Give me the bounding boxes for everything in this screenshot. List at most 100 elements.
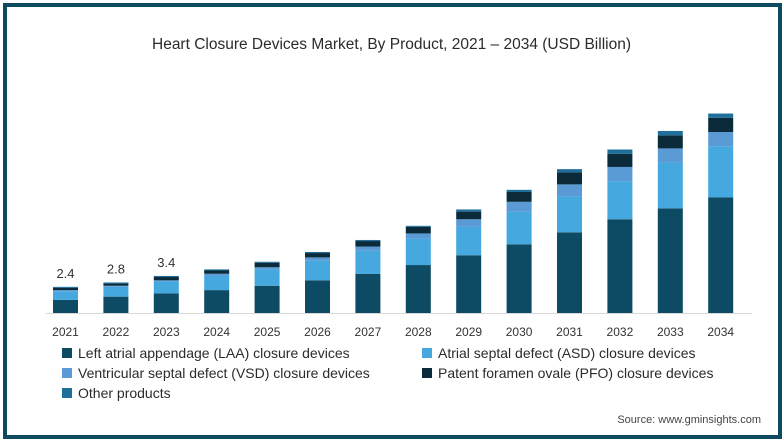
x-ticks-group: 2021 2022 2023 2024 2025 2026 2027 2028 2029 2030…	[52, 325, 734, 339]
bar-segment-atrial-septal-defect-closure-devices-2024	[204, 275, 230, 291]
bar-segment-other-products-2024	[204, 269, 230, 271]
bar-segment-atrial-septal-defect-closure-devices-2025	[254, 269, 280, 286]
data-label: 2.8	[107, 261, 125, 276]
bar-segment-ventricular-septal-defect-closure-devices-2025	[254, 267, 280, 270]
bar-segment-ventricular-septal-defect-closure-devices-2030	[506, 201, 532, 212]
bar-segment-other-products-2026	[305, 251, 330, 254]
bar-segment-ventricular-septal-defect-closure-devices-2027	[355, 246, 381, 251]
legend-item-vsd: Ventricular septal defect (VSD) closure …	[62, 365, 370, 381]
chart-frame	[3, 3, 782, 439]
bar-segment-ventricular-septal-defect-closure-devices-2028	[405, 233, 431, 239]
bar-segment-atrial-septal-defect-closure-devices-2034	[708, 146, 734, 198]
bar-segment-left-atrial-appendage-closure-devices-2029	[456, 255, 482, 313]
source-note: Source: www.gminsights.com	[617, 414, 761, 426]
bar-segment-other-products-2023	[153, 275, 179, 278]
bar-segment-ventricular-septal-defect-closure-devices-2029	[456, 219, 482, 227]
data-labels-group: 2.4 2.8 3.4	[56, 255, 175, 281]
bar-segment-patent-foramen-ovale-closure-devices-2033	[657, 135, 683, 149]
x-tick-label: 2026	[304, 325, 331, 339]
bar-segment-other-products-2034	[708, 113, 734, 118]
x-tick-label: 2024	[203, 325, 230, 339]
bar-segment-other-products-2021	[53, 286, 78, 288]
legend-item-other: Other products	[62, 385, 171, 401]
bar-segment-other-products-2032	[607, 149, 633, 154]
legend-label-asd: Atrial septal defect (ASD) closure devic…	[438, 345, 696, 361]
x-tick-label: 2027	[355, 325, 382, 339]
bar-segment-ventricular-septal-defect-closure-devices-2021	[53, 290, 78, 292]
bar-segment-left-atrial-appendage-closure-devices-2023	[153, 293, 179, 313]
legend-label-vsd: Ventricular septal defect (VSD) closure …	[78, 365, 370, 381]
legend-swatch-vsd	[62, 368, 72, 378]
bar-segment-ventricular-septal-defect-closure-devices-2022	[103, 285, 129, 287]
x-tick-label: 2029	[455, 325, 482, 339]
bar-segment-patent-foramen-ovale-closure-devices-2024	[204, 270, 230, 274]
bar-segment-atrial-septal-defect-closure-devices-2021	[53, 291, 78, 300]
bar-segment-other-products-2028	[405, 225, 431, 227]
x-tick-label: 2032	[607, 325, 634, 339]
bar-segment-atrial-septal-defect-closure-devices-2026	[305, 260, 330, 281]
bar-segment-patent-foramen-ovale-closure-devices-2029	[456, 211, 482, 220]
bar-segment-other-products-2030	[506, 189, 532, 193]
bar-segment-ventricular-septal-defect-closure-devices-2024	[204, 273, 230, 276]
data-label: 3.4	[157, 255, 175, 270]
x-tick-label: 2030	[506, 325, 533, 339]
bar-segment-ventricular-septal-defect-closure-devices-2032	[607, 166, 633, 182]
legend-swatch-other	[62, 388, 72, 398]
data-label: 2.4	[56, 266, 74, 281]
legend-item-laa: Left atrial appendage (LAA) closure devi…	[62, 345, 350, 361]
bar-segment-left-atrial-appendage-closure-devices-2030	[506, 244, 532, 313]
bar-segment-patent-foramen-ovale-closure-devices-2025	[254, 262, 280, 268]
legend-label-pfo: Patent foramen ovale (PFO) closure devic…	[438, 365, 714, 381]
bar-segment-left-atrial-appendage-closure-devices-2031	[557, 232, 582, 313]
bar-segment-patent-foramen-ovale-closure-devices-2021	[53, 287, 78, 291]
x-tick-label: 2023	[153, 325, 180, 339]
bar-segment-atrial-septal-defect-closure-devices-2022	[103, 286, 129, 297]
bar-segment-patent-foramen-ovale-closure-devices-2027	[355, 241, 381, 247]
legend-swatch-pfo	[422, 368, 432, 378]
bar-segment-ventricular-septal-defect-closure-devices-2031	[557, 184, 582, 197]
bar-segment-ventricular-septal-defect-closure-devices-2026	[305, 257, 330, 261]
x-tick-label: 2022	[103, 325, 130, 339]
legend-item-pfo: Patent foramen ovale (PFO) closure devic…	[422, 365, 713, 381]
bar-segment-ventricular-septal-defect-closure-devices-2033	[657, 148, 683, 163]
legend-swatch-laa	[62, 348, 72, 358]
bar-segment-left-atrial-appendage-closure-devices-2027	[355, 273, 381, 313]
bar-segment-left-atrial-appendage-closure-devices-2022	[103, 296, 129, 313]
bar-segment-atrial-septal-defect-closure-devices-2032	[607, 181, 633, 220]
bars-group	[53, 113, 734, 313]
bar-segment-other-products-2022	[103, 282, 129, 284]
bar-segment-other-products-2025	[254, 261, 280, 263]
bar-segment-patent-foramen-ovale-closure-devices-2023	[153, 277, 179, 281]
bar-segment-left-atrial-appendage-closure-devices-2024	[204, 290, 230, 313]
bar-segment-atrial-septal-defect-closure-devices-2028	[405, 238, 431, 266]
bar-segment-other-products-2033	[657, 130, 683, 136]
chart-title: Heart Closure Devices Market, By Product…	[152, 36, 631, 53]
legend-swatch-asd	[422, 348, 432, 358]
legend-label-other: Other products	[78, 385, 171, 401]
bar-segment-patent-foramen-ovale-closure-devices-2026	[305, 253, 330, 258]
bar-segment-atrial-septal-defect-closure-devices-2033	[657, 162, 683, 209]
legend-label-laa: Left atrial appendage (LAA) closure devi…	[78, 345, 350, 361]
bar-segment-left-atrial-appendage-closure-devices-2032	[607, 219, 633, 313]
bar-segment-left-atrial-appendage-closure-devices-2034	[708, 197, 734, 313]
bar-segment-left-atrial-appendage-closure-devices-2033	[657, 208, 683, 313]
bar-segment-atrial-septal-defect-closure-devices-2029	[456, 226, 482, 256]
bar-segment-left-atrial-appendage-closure-devices-2021	[53, 299, 78, 313]
bar-segment-ventricular-septal-defect-closure-devices-2034	[708, 132, 734, 147]
x-tick-label: 2031	[556, 325, 583, 339]
bar-segment-patent-foramen-ovale-closure-devices-2030	[506, 192, 532, 202]
bar-segment-other-products-2031	[557, 169, 582, 173]
bar-segment-atrial-septal-defect-closure-devices-2031	[557, 196, 582, 233]
bar-segment-patent-foramen-ovale-closure-devices-2034	[708, 117, 734, 133]
bar-segment-left-atrial-appendage-closure-devices-2028	[405, 265, 431, 313]
x-tick-label: 2021	[52, 325, 79, 339]
bar-segment-left-atrial-appendage-closure-devices-2025	[254, 285, 280, 313]
x-tick-label: 2034	[707, 325, 734, 339]
bar-segment-patent-foramen-ovale-closure-devices-2022	[103, 283, 129, 286]
x-tick-label: 2033	[657, 325, 684, 339]
bar-segment-other-products-2027	[355, 239, 381, 242]
bar-segment-atrial-septal-defect-closure-devices-2030	[506, 211, 532, 245]
bar-segment-left-atrial-appendage-closure-devices-2026	[305, 280, 330, 313]
legend-item-asd: Atrial septal defect (ASD) closure devic…	[422, 345, 696, 361]
